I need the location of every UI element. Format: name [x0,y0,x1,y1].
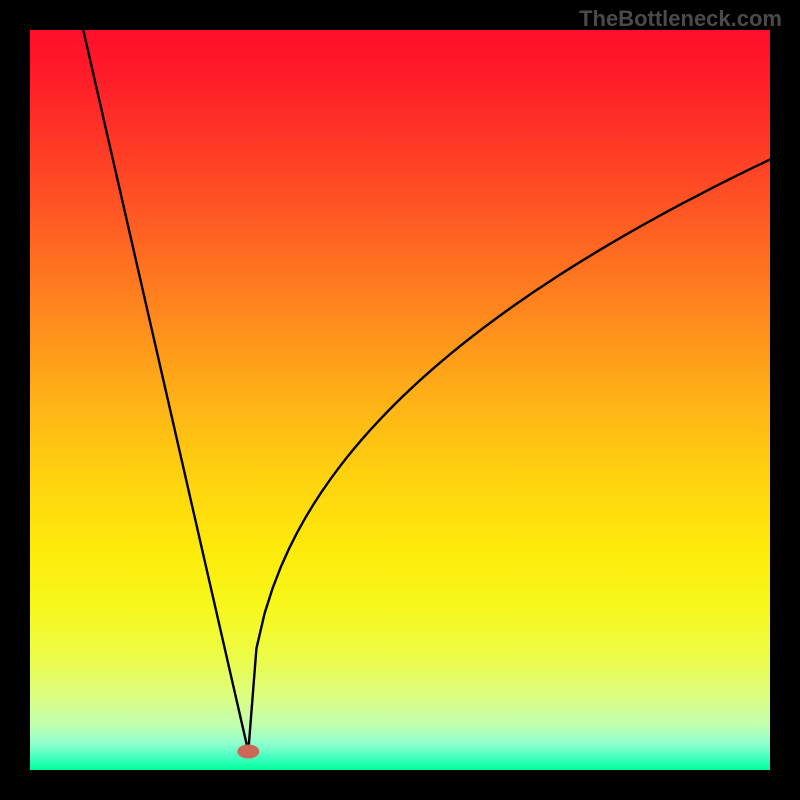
optimal-point-marker [237,745,259,759]
chart-container: TheBottleneck.com [0,0,800,800]
plot-svg [30,30,770,770]
watermark-text: TheBottleneck.com [579,6,782,32]
plot-area [30,30,770,770]
